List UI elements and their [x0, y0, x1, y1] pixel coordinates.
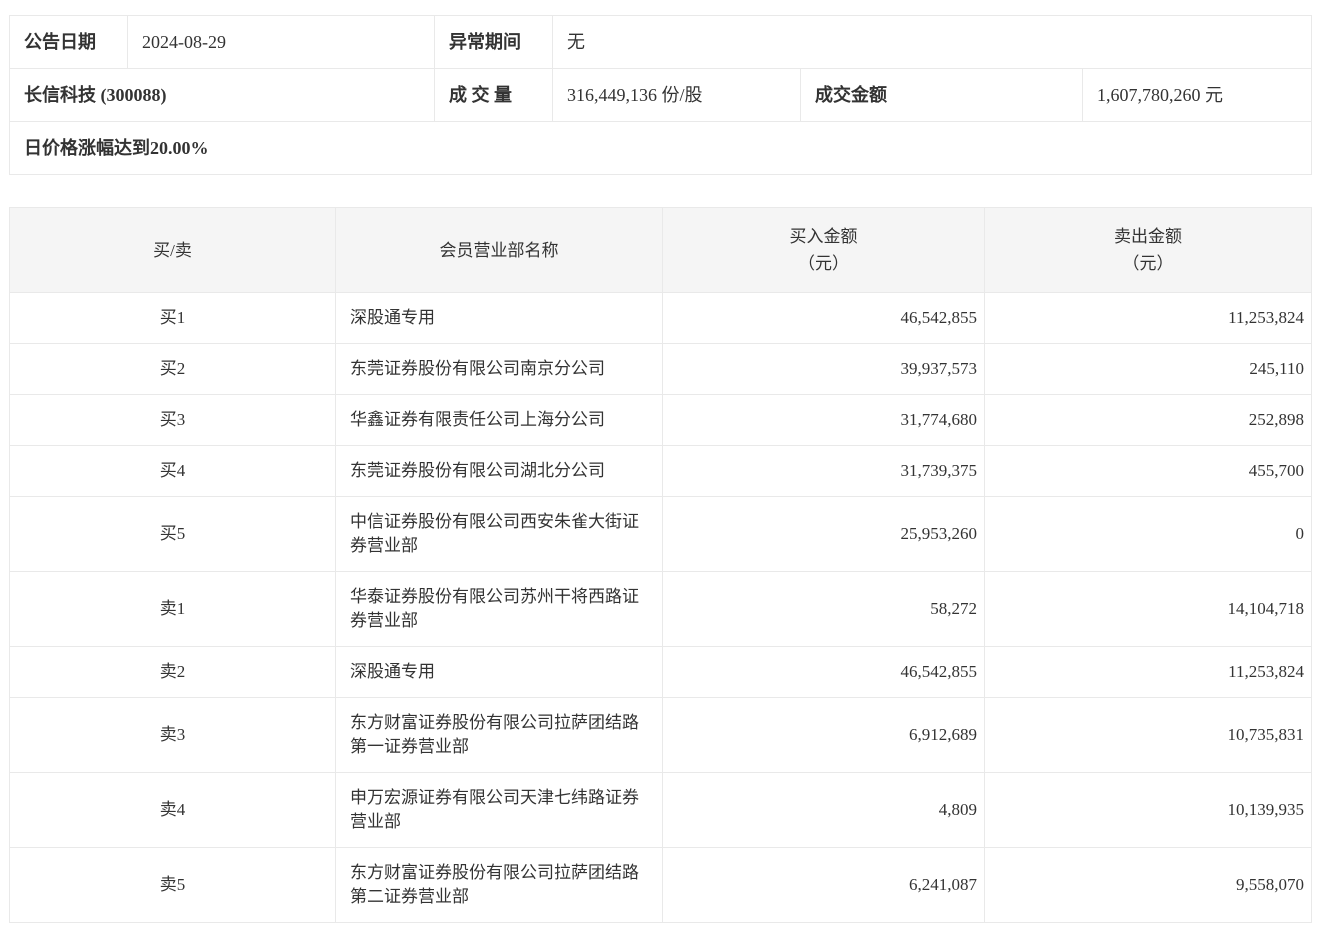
- buy-amount-cell: 31,774,680: [662, 394, 985, 446]
- buy-amount-cell: 58,272: [662, 571, 985, 647]
- side-cell: 买4: [9, 445, 336, 497]
- broker-table: 买/卖 会员营业部名称 买入金额 （元） 卖出金额 （元） 买1 深股通专用 4…: [9, 207, 1312, 923]
- table-row: 卖4 申万宏源证券有限公司天津七纬路证券营业部 4,809 10,139,935: [9, 772, 1312, 848]
- broker-header-sell-amount: 卖出金额 （元）: [984, 207, 1312, 293]
- table-row: 买2 东莞证券股份有限公司南京分公司 39,937,573 245,110: [9, 343, 1312, 395]
- side-cell: 买1: [9, 292, 336, 344]
- branch-cell: 东莞证券股份有限公司南京分公司: [335, 343, 663, 395]
- side-cell: 卖2: [9, 646, 336, 698]
- summary-row-3: 日价格涨幅达到20.00%: [9, 121, 1312, 175]
- abnormal-period-label: 异常期间: [434, 15, 553, 69]
- branch-cell: 申万宏源证券有限公司天津七纬路证券营业部: [335, 772, 663, 848]
- buy-amount-cell: 4,809: [662, 772, 985, 848]
- branch-cell: 东莞证券股份有限公司湖北分公司: [335, 445, 663, 497]
- table-row: 买3 华鑫证券有限责任公司上海分公司 31,774,680 252,898: [9, 394, 1312, 446]
- sell-amount-cell: 14,104,718: [984, 571, 1312, 647]
- buy-amount-cell: 25,953,260: [662, 496, 985, 572]
- table-row: 买5 中信证券股份有限公司西安朱雀大街证券营业部 25,953,260 0: [9, 496, 1312, 572]
- broker-header-branch: 会员营业部名称: [335, 207, 663, 293]
- branch-cell: 中信证券股份有限公司西安朱雀大街证券营业部: [335, 496, 663, 572]
- buy-amount-cell: 39,937,573: [662, 343, 985, 395]
- stock-name: 长信科技 (300088): [9, 68, 435, 122]
- sell-amount-cell: 455,700: [984, 445, 1312, 497]
- side-cell: 卖1: [9, 571, 336, 647]
- sell-amount-cell: 10,735,831: [984, 697, 1312, 773]
- buy-amount-cell: 6,241,087: [662, 847, 985, 923]
- buy-amount-cell: 46,542,855: [662, 292, 985, 344]
- buy-amount-cell: 31,739,375: [662, 445, 985, 497]
- side-cell: 买5: [9, 496, 336, 572]
- branch-cell: 深股通专用: [335, 646, 663, 698]
- sell-amount-cell: 0: [984, 496, 1312, 572]
- branch-cell: 东方财富证券股份有限公司拉萨团结路第一证券营业部: [335, 697, 663, 773]
- table-row: 卖3 东方财富证券股份有限公司拉萨团结路第一证券营业部 6,912,689 10…: [9, 697, 1312, 773]
- volume-value: 316,449,136 份/股: [552, 68, 801, 122]
- broker-header-buy-amount: 买入金额 （元）: [662, 207, 985, 293]
- turnover-value: 1,607,780,260 元: [1082, 68, 1312, 122]
- turnover-label: 成交金额: [800, 68, 1083, 122]
- summary-row-2: 长信科技 (300088) 成 交 量 316,449,136 份/股 成交金额…: [9, 68, 1312, 122]
- sell-amount-cell: 252,898: [984, 394, 1312, 446]
- announcement-date-label: 公告日期: [9, 15, 128, 69]
- table-row: 卖1 华泰证券股份有限公司苏州干将西路证券营业部 58,272 14,104,7…: [9, 571, 1312, 647]
- sell-amount-title: 卖出金额: [1114, 227, 1182, 246]
- branch-cell: 深股通专用: [335, 292, 663, 344]
- side-cell: 卖4: [9, 772, 336, 848]
- table-row: 卖2 深股通专用 46,542,855 11,253,824: [9, 646, 1312, 698]
- branch-cell: 东方财富证券股份有限公司拉萨团结路第二证券营业部: [335, 847, 663, 923]
- table-row: 卖5 东方财富证券股份有限公司拉萨团结路第二证券营业部 6,241,087 9,…: [9, 847, 1312, 923]
- sell-amount-cell: 10,139,935: [984, 772, 1312, 848]
- buy-amount-cell: 46,542,855: [662, 646, 985, 698]
- side-cell: 卖5: [9, 847, 336, 923]
- table-row: 买1 深股通专用 46,542,855 11,253,824: [9, 292, 1312, 344]
- page: 公告日期 2024-08-29 异常期间 无 长信科技 (300088) 成 交…: [9, 15, 1312, 923]
- branch-cell: 华鑫证券有限责任公司上海分公司: [335, 394, 663, 446]
- side-cell: 买2: [9, 343, 336, 395]
- side-cell: 卖3: [9, 697, 336, 773]
- buy-amount-unit: （元）: [798, 254, 849, 273]
- sell-amount-unit: （元）: [1122, 254, 1174, 273]
- announcement-date-value: 2024-08-29: [127, 15, 435, 69]
- broker-header-side: 买/卖: [9, 207, 336, 293]
- sell-amount-cell: 245,110: [984, 343, 1312, 395]
- broker-header-row: 买/卖 会员营业部名称 买入金额 （元） 卖出金额 （元）: [9, 207, 1312, 293]
- side-cell: 买3: [9, 394, 336, 446]
- abnormal-period-value: 无: [552, 15, 1312, 69]
- volume-label: 成 交 量: [434, 68, 553, 122]
- sell-amount-cell: 11,253,824: [984, 646, 1312, 698]
- summary-table: 公告日期 2024-08-29 异常期间 无 长信科技 (300088) 成 交…: [9, 15, 1312, 175]
- branch-cell: 华泰证券股份有限公司苏州干将西路证券营业部: [335, 571, 663, 647]
- buy-amount-title: 买入金额: [789, 227, 858, 246]
- table-row: 买4 东莞证券股份有限公司湖北分公司 31,739,375 455,700: [9, 445, 1312, 497]
- price-limit-note: 日价格涨幅达到20.00%: [9, 121, 1312, 175]
- sell-amount-cell: 9,558,070: [984, 847, 1312, 923]
- buy-amount-cell: 6,912,689: [662, 697, 985, 773]
- summary-row-1: 公告日期 2024-08-29 异常期间 无: [9, 15, 1312, 69]
- sell-amount-cell: 11,253,824: [984, 292, 1312, 344]
